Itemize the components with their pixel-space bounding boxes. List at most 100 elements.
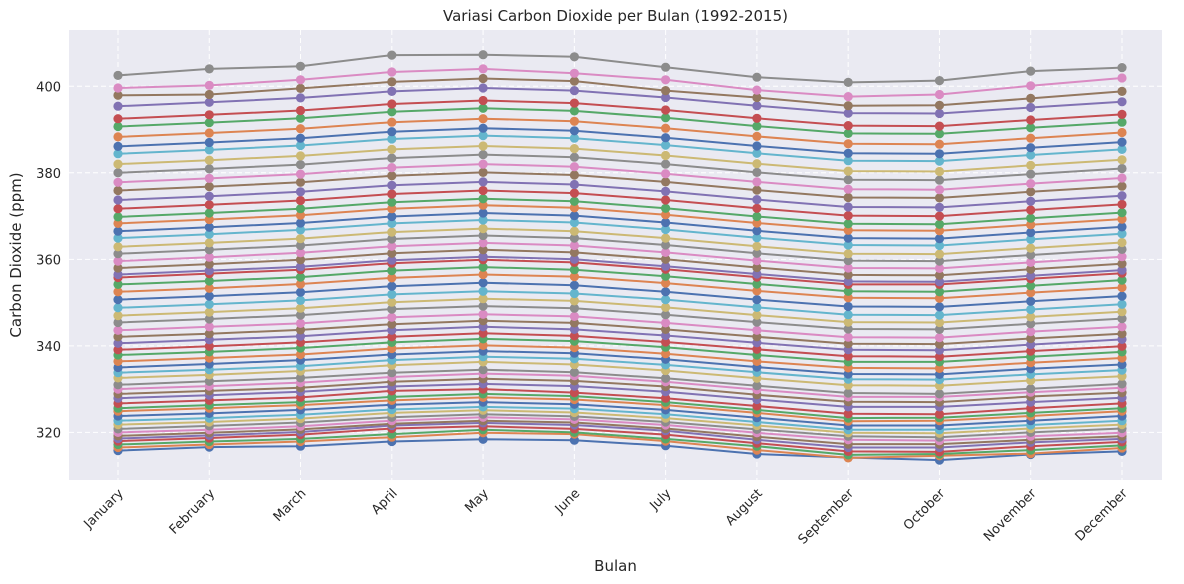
data-point: [934, 324, 945, 334]
data-point: [1026, 115, 1036, 125]
data-point: [752, 203, 762, 213]
x-tick-label: April: [369, 486, 401, 518]
data-point: [113, 101, 123, 111]
series-29: [113, 286, 1127, 320]
data-point: [204, 80, 214, 90]
data-point: [478, 159, 488, 169]
data-point: [478, 73, 488, 84]
data-point: [113, 114, 123, 124]
data-point: [478, 177, 488, 187]
series-line: [117, 350, 1123, 376]
data-point: [478, 208, 488, 218]
series-line: [117, 297, 1123, 324]
data-point: [1117, 359, 1127, 370]
data-point: [1117, 191, 1127, 201]
data-point: [1026, 234, 1036, 244]
data-point: [661, 86, 671, 96]
series-line: [117, 419, 1123, 446]
data-point: [661, 247, 671, 257]
data-point: [295, 373, 306, 383]
data-point: [1026, 312, 1036, 322]
series-line: [117, 325, 1123, 352]
series-line: [117, 360, 1123, 387]
data-point: [1026, 196, 1036, 206]
data-point: [843, 324, 853, 334]
series-line: [117, 368, 1123, 395]
data-point: [1026, 281, 1036, 291]
data-point: [1026, 288, 1036, 298]
data-point: [569, 254, 580, 264]
x-tick-label: July: [647, 486, 675, 514]
data-point: [295, 93, 306, 103]
series-line: [117, 77, 1123, 107]
data-point: [1117, 244, 1127, 254]
series-50: [113, 123, 1127, 159]
data-point: [1117, 214, 1127, 224]
data-point: [295, 204, 306, 214]
data-point: [661, 203, 671, 213]
data-point: [204, 222, 214, 232]
data-point: [387, 281, 397, 291]
x-tick-label: October: [901, 486, 949, 534]
series-line: [117, 248, 1123, 277]
data-point: [934, 293, 945, 303]
data-point: [934, 100, 945, 110]
data-point: [934, 363, 945, 373]
data-point: [569, 226, 580, 236]
data-point: [295, 210, 306, 220]
data-point: [661, 278, 671, 288]
data-point: [934, 193, 945, 203]
series-47: [113, 150, 1127, 185]
data-point: [934, 409, 945, 419]
data-point: [752, 248, 762, 258]
series-line: [117, 117, 1123, 146]
series-line: [117, 171, 1123, 199]
data-point: [387, 99, 397, 109]
series-line: [117, 305, 1123, 331]
data-point: [204, 164, 214, 174]
data-point: [569, 303, 580, 313]
data-point: [113, 159, 123, 169]
data-point: [843, 128, 853, 138]
data-point: [1117, 329, 1127, 339]
data-point: [752, 167, 762, 177]
data-point: [387, 266, 397, 276]
data-point: [843, 249, 853, 259]
x-tick-labels: January February March April May June July Augu…: [81, 486, 1132, 548]
series-40: [113, 208, 1127, 244]
data-point: [843, 301, 853, 312]
data-point: [752, 295, 762, 305]
data-point: [661, 177, 671, 187]
data-point: [1026, 160, 1036, 170]
data-point: [1026, 123, 1036, 133]
data-point: [387, 171, 397, 181]
data-point: [752, 381, 762, 391]
data-point: [387, 227, 397, 237]
data-point: [478, 103, 488, 113]
data-point: [478, 238, 488, 248]
data-point: [843, 276, 853, 286]
data-point: [1117, 237, 1127, 248]
data-point: [478, 95, 488, 106]
data-point: [843, 310, 853, 320]
series-line: [117, 163, 1123, 191]
data-point: [1026, 143, 1036, 153]
data-point: [113, 90, 123, 100]
data-point: [934, 339, 945, 349]
y-tick-label: 380: [36, 167, 61, 182]
data-point: [934, 287, 945, 297]
data-point: [295, 187, 306, 197]
series-28: [113, 294, 1127, 328]
data-point: [204, 191, 214, 201]
series-57: [113, 50, 1127, 87]
data-point: [204, 299, 214, 309]
data-point: [1117, 97, 1127, 107]
series-48: [113, 141, 1127, 177]
data-point: [934, 249, 945, 259]
data-point: [843, 175, 853, 185]
y-tick-label: 340: [36, 340, 61, 355]
series-line: [117, 409, 1123, 435]
data-point: [204, 97, 214, 107]
data-point: [934, 270, 945, 280]
data-point: [204, 214, 214, 225]
